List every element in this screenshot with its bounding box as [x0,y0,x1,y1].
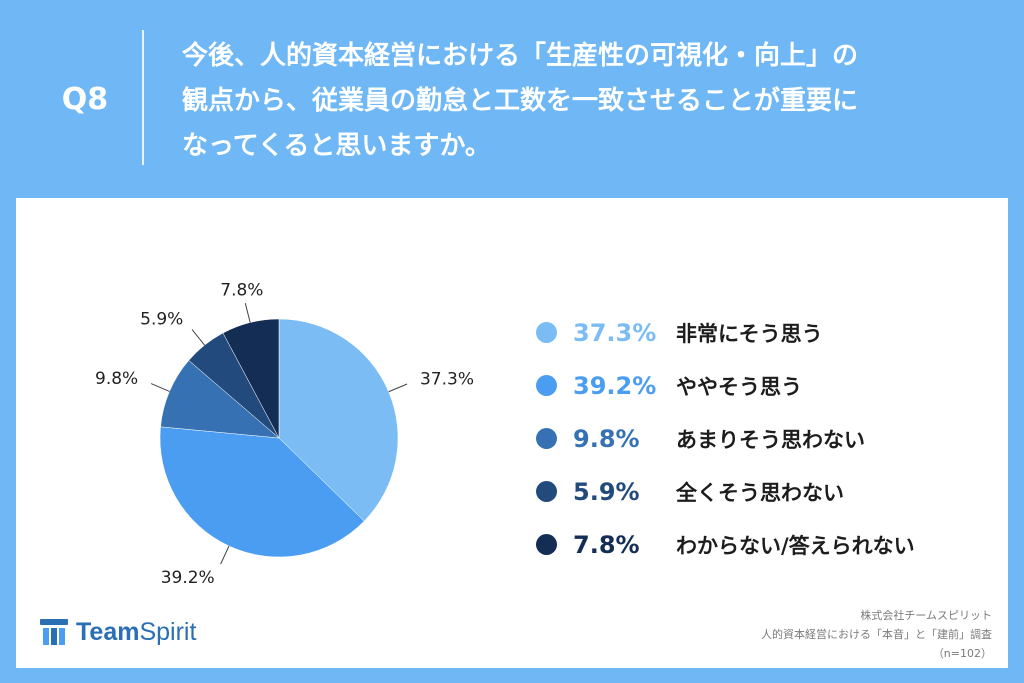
brand-spirit: Spirit [139,617,197,646]
teamspirit-logo: TeamSpirit [38,616,196,648]
legend-label: ややそう思う [676,374,802,399]
question-line-1: 今後、人的資本経営における「生産性の可視化・向上」の [182,41,859,71]
leader-line [244,303,251,323]
leader-line [191,329,205,346]
question-number: Q8 [61,82,109,117]
leader-line [388,383,408,393]
pie-slice [159,426,365,558]
legend-percent: 9.8% [573,424,640,453]
header-divider [142,30,144,165]
question-line-3: なってくると思いますか。 [182,131,491,161]
legend-percent: 37.3% [573,318,657,347]
pie-slice [222,318,280,439]
teamspirit-logo-icon [40,619,68,645]
question-header: Q8 今後、人的資本経営における「生産性の可視化・向上」の 観点から、従業員の勤… [0,0,1024,198]
pie-data-label: 9.8% [95,369,138,389]
legend-percent: 39.2% [573,371,657,400]
pie-slice [160,360,280,439]
pie-data-label: 37.3% [420,370,474,390]
pie-data-label: 7.8% [220,281,263,301]
legend-item: 39.2% ややそう思う [536,359,915,412]
source-company: 株式会社チームスピリット [860,609,992,622]
legend-label: 全くそう思わない [676,480,844,505]
legend-swatch [536,534,557,555]
legend-swatch [536,481,557,502]
source-note: 株式会社チームスピリット 人的資本経営における「本音」と「建前」調査 （n=10… [761,606,992,663]
legend-percent: 5.9% [573,477,640,506]
question-text: 今後、人的資本経営における「生産性の可視化・向上」の 観点から、従業員の勤怠と工… [182,34,982,169]
legend-item: 7.8% わからない/答えられない [536,518,915,571]
legend-label: あまりそう思わない [676,427,865,452]
legend-swatch [536,322,557,343]
question-line-2: 観点から、従業員の勤怠と工数を一致させることが重要に [182,86,859,116]
legend-label: 非常にそう思う [676,321,823,346]
source-sample-size: （n=102） [932,647,992,660]
teamspirit-wordmark: TeamSpirit [76,618,196,647]
legend: 37.3% 非常にそう思う 39.2% ややそう思う 9.8% あまりそう思わな… [536,306,915,571]
pie-slice [278,318,399,522]
source-survey: 人的資本経営における「本音」と「建前」調査 [761,628,992,641]
leader-line [220,545,230,565]
pie-data-label: 5.9% [140,310,183,330]
legend-swatch [536,375,557,396]
legend-percent: 7.8% [573,530,640,559]
pie-data-label: 39.2% [161,568,215,588]
pie-chart: 37.3% 39.2% 9.8% 5.9% 7.8% [95,281,474,588]
leader-line [150,383,170,392]
legend-item: 5.9% 全くそう思わない [536,465,915,518]
brand-team: Team [76,617,140,646]
legend-label: わからない/答えられない [676,533,915,558]
legend-swatch [536,428,557,449]
legend-item: 37.3% 非常にそう思う [536,306,915,359]
legend-item: 9.8% あまりそう思わない [536,412,915,465]
chart-panel: 37.3% 39.2% 9.8% 5.9% 7.8% 37.3% 非常にそう思う 39.… [16,198,1008,668]
